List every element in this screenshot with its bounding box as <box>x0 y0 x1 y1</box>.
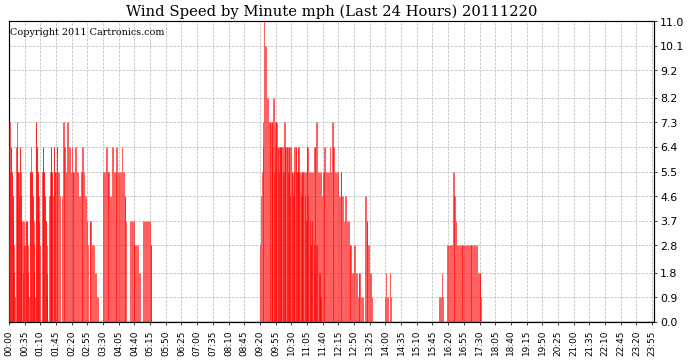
Text: Copyright 2011 Cartronics.com: Copyright 2011 Cartronics.com <box>10 28 165 37</box>
Title: Wind Speed by Minute mph (Last 24 Hours) 20111220: Wind Speed by Minute mph (Last 24 Hours)… <box>126 4 537 19</box>
